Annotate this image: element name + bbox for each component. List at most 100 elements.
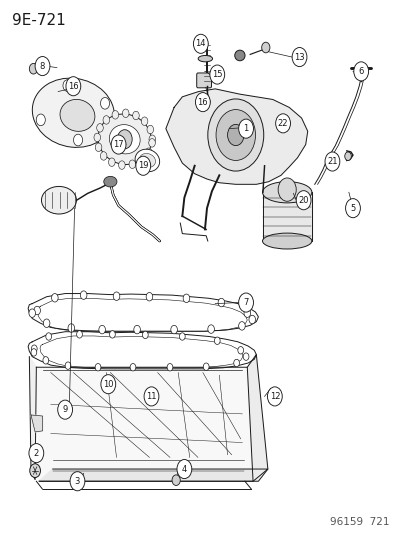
Circle shape <box>209 65 224 84</box>
Text: 8: 8 <box>40 62 45 70</box>
Circle shape <box>112 110 119 119</box>
Circle shape <box>214 337 220 344</box>
Circle shape <box>296 191 310 210</box>
Circle shape <box>118 161 125 169</box>
Text: 5: 5 <box>349 204 355 213</box>
Circle shape <box>35 56 50 76</box>
Circle shape <box>146 293 152 301</box>
Circle shape <box>111 135 126 154</box>
Circle shape <box>176 459 191 479</box>
Text: 9: 9 <box>62 405 68 414</box>
Circle shape <box>117 130 132 149</box>
Ellipse shape <box>262 182 311 203</box>
Circle shape <box>63 80 72 92</box>
Circle shape <box>57 400 72 419</box>
Circle shape <box>30 464 40 478</box>
Ellipse shape <box>98 114 151 165</box>
Text: 4: 4 <box>181 465 187 473</box>
Circle shape <box>275 114 290 133</box>
Text: 6: 6 <box>358 67 363 76</box>
Text: 7: 7 <box>243 298 248 307</box>
Circle shape <box>278 178 296 201</box>
Circle shape <box>203 363 209 370</box>
Circle shape <box>324 152 339 171</box>
Circle shape <box>133 325 140 334</box>
Circle shape <box>345 199 359 217</box>
Circle shape <box>145 148 152 157</box>
Text: 10: 10 <box>103 379 113 389</box>
Ellipse shape <box>104 176 116 187</box>
Polygon shape <box>166 89 307 184</box>
Circle shape <box>109 330 115 338</box>
Circle shape <box>68 324 74 332</box>
Circle shape <box>193 34 208 53</box>
Circle shape <box>292 47 306 67</box>
Circle shape <box>179 333 185 340</box>
Circle shape <box>31 349 37 356</box>
Circle shape <box>65 362 71 369</box>
Circle shape <box>238 293 253 312</box>
Circle shape <box>141 117 147 125</box>
Circle shape <box>132 111 139 120</box>
Circle shape <box>238 321 244 330</box>
Circle shape <box>74 134 82 146</box>
Text: 11: 11 <box>146 392 157 401</box>
Circle shape <box>242 353 248 360</box>
Circle shape <box>172 475 180 486</box>
Circle shape <box>167 364 173 371</box>
Circle shape <box>97 124 103 132</box>
Ellipse shape <box>32 78 114 148</box>
Circle shape <box>34 306 40 315</box>
Circle shape <box>148 139 155 147</box>
Text: 13: 13 <box>294 53 304 62</box>
Circle shape <box>100 98 109 109</box>
Polygon shape <box>39 469 267 481</box>
Text: 15: 15 <box>211 70 222 79</box>
Circle shape <box>29 309 36 317</box>
Circle shape <box>344 152 351 160</box>
Circle shape <box>183 294 189 303</box>
Polygon shape <box>262 192 311 241</box>
Text: 19: 19 <box>138 161 148 170</box>
Circle shape <box>144 387 159 406</box>
Text: 14: 14 <box>195 39 206 49</box>
Circle shape <box>261 42 269 53</box>
Polygon shape <box>247 354 267 481</box>
Circle shape <box>233 359 239 367</box>
Ellipse shape <box>198 55 212 62</box>
Circle shape <box>171 325 177 334</box>
Circle shape <box>46 333 52 340</box>
Text: 9E-721: 9E-721 <box>12 13 65 28</box>
Text: 20: 20 <box>298 196 308 205</box>
Circle shape <box>218 298 224 307</box>
Polygon shape <box>36 367 252 481</box>
Circle shape <box>238 119 253 138</box>
Ellipse shape <box>60 100 95 131</box>
Ellipse shape <box>139 154 155 167</box>
Circle shape <box>113 292 119 301</box>
FancyBboxPatch shape <box>196 73 211 88</box>
Ellipse shape <box>135 149 159 172</box>
Circle shape <box>95 143 102 151</box>
Text: 22: 22 <box>277 119 287 128</box>
Circle shape <box>248 316 255 324</box>
Ellipse shape <box>109 125 140 154</box>
Circle shape <box>29 443 44 463</box>
Text: 96159  721: 96159 721 <box>330 518 389 527</box>
Circle shape <box>100 152 107 160</box>
Ellipse shape <box>41 187 76 214</box>
Ellipse shape <box>234 50 244 61</box>
Ellipse shape <box>262 233 311 249</box>
Text: 12: 12 <box>269 392 280 401</box>
Circle shape <box>31 345 37 352</box>
Circle shape <box>130 364 135 371</box>
Circle shape <box>207 325 214 333</box>
Circle shape <box>216 110 255 160</box>
Circle shape <box>353 62 368 81</box>
Circle shape <box>147 125 153 134</box>
Polygon shape <box>28 294 258 331</box>
Circle shape <box>122 109 129 117</box>
Circle shape <box>207 99 263 171</box>
Circle shape <box>267 387 282 406</box>
Circle shape <box>95 364 101 371</box>
